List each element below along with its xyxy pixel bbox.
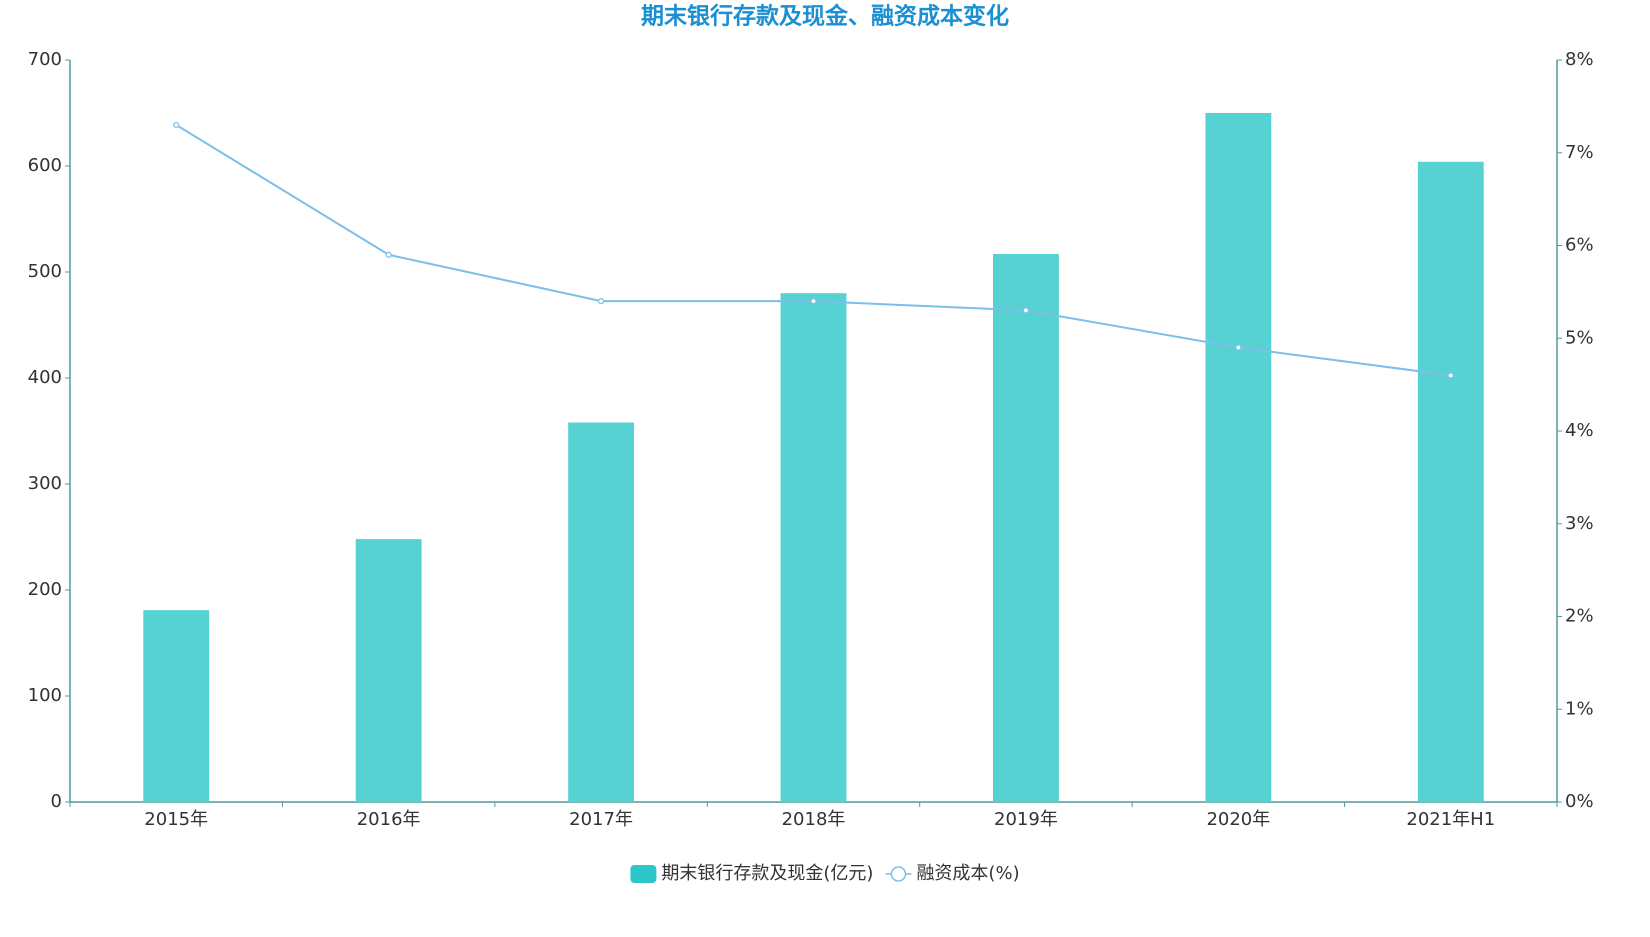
x-tick-label: 2015年 (144, 809, 208, 830)
bar (1417, 161, 1484, 802)
y2-tick-label: 6% (1565, 235, 1594, 256)
point (1235, 344, 1242, 351)
x-tick-label: 2017年 (569, 809, 633, 830)
bar (143, 610, 210, 802)
bar (355, 539, 422, 802)
point (1447, 372, 1454, 379)
y2-tick-label: 0% (1565, 791, 1594, 812)
y-tick-label: 100 (28, 685, 62, 706)
y2-tick-label: 1% (1565, 698, 1594, 719)
bar (993, 253, 1059, 803)
y2-tick-label: 3% (1565, 513, 1594, 534)
legend-label: 期末银行存款及现金(亿元) (661, 863, 873, 884)
y2-tick-label: 8% (1565, 49, 1594, 70)
y-tick-label: 0 (51, 791, 62, 812)
bar (568, 422, 634, 802)
x-tick-label: 2021年H1 (1406, 809, 1495, 830)
legend-swatch (890, 866, 907, 882)
y-tick-label: 400 (28, 367, 62, 388)
y-tick-label: 700 (28, 49, 62, 70)
y2-tick-label: 4% (1565, 420, 1594, 441)
y2-tick-label: 7% (1565, 142, 1594, 163)
x-tick-label: 2019年 (994, 809, 1058, 830)
chart-title: 期末银行存款及现金、融资成本变化 (641, 3, 1009, 30)
bar (780, 293, 847, 802)
point (810, 298, 817, 305)
y2-tick-label: 5% (1565, 327, 1594, 348)
y-tick-label: 200 (28, 579, 62, 600)
y-tick-label: 300 (28, 473, 62, 494)
legend-swatch (630, 865, 657, 883)
y-tick-label: 500 (28, 261, 62, 282)
x-tick-label: 2020年 (1206, 809, 1270, 830)
point (385, 251, 392, 258)
point (1022, 307, 1030, 314)
legend-label: 融资成本(%) (916, 863, 1019, 884)
y-tick-label: 600 (28, 155, 62, 176)
x-tick-label: 2018年 (782, 809, 846, 830)
x-tick-label: 2016年 (357, 809, 421, 830)
point (597, 298, 605, 305)
y2-tick-label: 2% (1565, 606, 1594, 627)
point (173, 121, 180, 129)
bar (1205, 113, 1272, 802)
